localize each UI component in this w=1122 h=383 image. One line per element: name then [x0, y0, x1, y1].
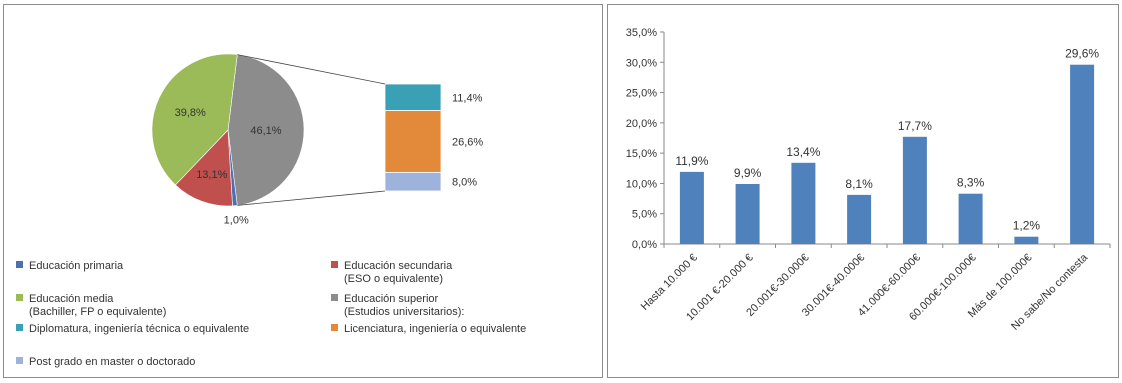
legend-label: Educación superior	[344, 293, 439, 305]
bar-10-001-20-000	[735, 184, 760, 244]
pie-slice-label: 13,1%	[196, 169, 227, 181]
legend-item-educacion-primaria: Educación primaria	[16, 260, 123, 273]
pie-slice-educacion-secundaria-eso-o-equivalente	[175, 129, 233, 207]
y-tick-label: 30,0%	[626, 57, 657, 69]
breakdown-segment-label: 8,0%	[452, 177, 477, 189]
legend-label-sub: (Estudios universitarios):	[344, 306, 465, 318]
legend-item-licenciatura-ingenieria-o-equivalente: Licenciatura, ingeniería o equivalente	[331, 323, 526, 336]
bar-value-label: 11,9%	[675, 154, 708, 168]
pie-slice-label: 39,8%	[175, 107, 206, 119]
legend-swatch	[16, 261, 23, 268]
y-tick-label: 35,0%	[626, 27, 657, 39]
legend-item-educacion-secundaria: Educación secundaria (ESO o equivalente)	[331, 260, 452, 286]
x-category-label: Hasta 10.000 €	[639, 252, 700, 313]
legend-item-post-grado-en-master-o-doctorado: Post grado en master o doctorado	[16, 356, 195, 369]
legend-item-diplomatura-ingenieria-tecnica-o-equivalente: Diplomatura, ingeniería técnica o equiva…	[16, 323, 249, 336]
y-tick-label: 25,0%	[626, 88, 657, 100]
y-tick-label: 5,0%	[632, 209, 657, 221]
bar-30-001-40-000	[847, 194, 872, 244]
bar-value-label: 9,9%	[734, 166, 762, 180]
bar-value-label: 17,7%	[898, 119, 932, 133]
bar-20-001-30-000	[791, 162, 816, 244]
pie-slice-educacion-superior-estudios-universitarios	[227, 54, 305, 206]
bar-hasta-10-000	[679, 171, 704, 244]
legend-swatch	[331, 261, 338, 268]
bar-value-label: 13,4%	[786, 145, 820, 159]
income-bar-chart-panel: 0,0% 5,0% 10,0% 15,0% 20,0% 25,0% 30,0% 35,0% 11…	[607, 4, 1119, 378]
bar-60-000-100-000	[958, 193, 983, 244]
breakdown-segment-diplomatura-ingenieria-tecnica-o-equivalente	[384, 83, 442, 111]
pie-slice-label: 1,0%	[224, 215, 249, 227]
income-bar-chart: 0,0% 5,0% 10,0% 15,0% 20,0% 25,0% 30,0% 35,0% 11…	[626, 27, 1111, 333]
bar-41-000-60-000	[902, 136, 927, 244]
bar-value-label: 29,6%	[1065, 47, 1099, 61]
y-tick-label: 15,0%	[626, 148, 657, 160]
breakdown-segment-post-grado-en-master-o-doctorado	[384, 171, 442, 192]
legend-swatch	[16, 324, 23, 331]
legend-item-educacion-media: Educación media (Bachiller, FP o equivale…	[16, 293, 166, 319]
connector-line-top	[237, 54, 386, 85]
legend-label: Diplomatura, ingeniería técnica o equiva…	[29, 323, 250, 335]
legend-label-sub: (ESO o equivalente)	[344, 273, 444, 285]
legend-swatch	[16, 294, 23, 301]
legend-swatch	[331, 324, 338, 331]
legend-label: Post grado en master o doctorado	[29, 356, 196, 368]
bar-no-sabe-no-contesta	[1070, 64, 1095, 244]
legend-label: Educación secundaria	[344, 260, 453, 272]
bar-mas-de-100-000	[1014, 236, 1039, 244]
legend-swatch	[331, 294, 338, 301]
bar-value-label: 1,2%	[1013, 219, 1041, 233]
legend-item-educacion-superior: Educación superior (Estudios universitari…	[331, 293, 464, 319]
education-pie-chart-panel: 46,1% 39,8% 13,1% 1,0% 11,4% 26,6% 8,0% Educac…	[3, 4, 603, 378]
pie-slice-educacion-media-bachiller-fp-o-equivalente	[151, 53, 238, 186]
y-tick-label: 10,0%	[626, 178, 657, 190]
legend-label-sub: (Bachiller, FP o equivalente)	[29, 306, 167, 318]
legend-label: Educación media	[29, 293, 114, 305]
legend-label: Educación primaria	[29, 260, 124, 272]
legend-swatch	[16, 357, 23, 364]
bar-value-label: 8,1%	[845, 177, 873, 191]
breakdown-segment-label: 26,6%	[452, 137, 483, 149]
education-pie-chart: 46,1% 39,8% 13,1% 1,0% 11,4% 26,6% 8,0%	[151, 53, 483, 227]
breakdown-segment-label: 11,4%	[452, 92, 483, 104]
y-tick-label: 0,0%	[632, 239, 657, 251]
pie-slice-label: 46,1%	[250, 125, 281, 137]
y-tick-label: 20,0%	[626, 118, 657, 130]
connector-line-bottom	[237, 190, 386, 206]
bar-value-label: 8,3%	[957, 176, 985, 190]
legend-label: Licenciatura, ingeniería o equivalente	[344, 323, 527, 335]
breakdown-segment-licenciatura-ingenieria-o-equivalente	[384, 110, 442, 173]
